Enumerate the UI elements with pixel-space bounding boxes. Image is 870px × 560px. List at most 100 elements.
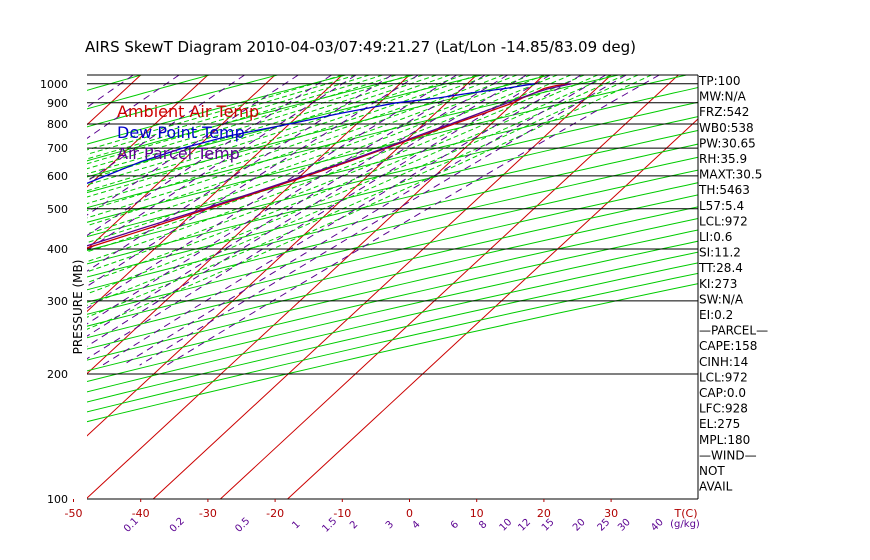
isobar-lines <box>87 83 698 500</box>
moist-adiabat-line <box>87 75 639 318</box>
stat-line: RH:35.9 <box>699 152 747 166</box>
isotherm-line <box>87 75 209 188</box>
isotherm-line <box>220 75 679 499</box>
moist-adiabat-line <box>87 75 531 235</box>
series-line-1 <box>87 83 572 249</box>
dry-adiabat-line <box>87 75 346 145</box>
bottom-temp-tick-label: 0 <box>406 507 413 520</box>
moist-adiabat-line <box>87 75 585 273</box>
moist-adiabat-line <box>87 75 545 244</box>
mixing-ratio-line <box>87 75 419 287</box>
pressure-tick-label: 300 <box>47 295 68 308</box>
stat-line: EL:275 <box>699 417 740 431</box>
stat-line: SI:11.2 <box>699 246 741 260</box>
stat-line: LFC:928 <box>699 402 748 416</box>
moist-adiabat-line <box>87 75 477 205</box>
mixing-ratio-tick-label: 3 <box>384 519 396 531</box>
stat-line: MW:N/A <box>699 90 747 104</box>
moist-adiabat-line <box>87 75 370 160</box>
dry-adiabat-line <box>87 262 698 403</box>
bottom-temp-tick-label: 30 <box>604 507 618 520</box>
dry-adiabat-line <box>87 75 551 194</box>
mixing-ratio-line <box>102 75 582 366</box>
mixing-ratio-line <box>87 75 527 347</box>
mixing-ratio-tick-label: 20 <box>571 517 588 534</box>
mixing-ratio-tick-label: 2 <box>348 519 360 531</box>
mixing-ratio-line <box>122 75 607 366</box>
mixing-ratio-tick-label: 0.2 <box>168 516 187 535</box>
moist-adiabat-line <box>87 75 518 227</box>
bottom-temp-tick-label: -40 <box>132 507 150 520</box>
mixing-ratio-tick-label: 12 <box>516 517 533 534</box>
pressure-tick-label: 600 <box>47 170 68 183</box>
moist-adiabat-line <box>87 75 558 253</box>
profile-lines <box>87 83 572 249</box>
stat-section-header: —PARCEL— <box>699 324 768 338</box>
dry-adiabat-line <box>87 156 698 303</box>
stat-line: AVAIL <box>699 480 733 494</box>
moist-adiabat-line <box>87 75 343 151</box>
stat-line: CAPE:158 <box>699 339 757 353</box>
dry-adiabat-line <box>87 75 414 162</box>
stat-line: LCL:972 <box>699 370 748 384</box>
mixing-ratio-line <box>87 75 508 337</box>
chart-title: AIRS SkewT Diagram 2010-04-03/07:49:21.2… <box>85 38 636 56</box>
mixing-ratio-tick-label: 4 <box>410 519 422 531</box>
dry-adiabat-line <box>87 206 698 350</box>
mixing-ratio-tick-label: 10 <box>498 517 515 534</box>
dry-adiabat-line <box>87 129 698 278</box>
isotherm-line <box>87 75 410 375</box>
dry-adiabat-line <box>87 218 698 361</box>
temperature-axis-label: T(C) <box>674 507 698 520</box>
mixing-ratio-line <box>87 75 332 237</box>
stat-line: TT:28.4 <box>698 261 743 275</box>
moist-adiabat-line <box>87 75 397 170</box>
mixing-ratio-line <box>139 75 627 366</box>
stat-line: LI:0.6 <box>699 230 732 244</box>
stat-line: PW:30.65 <box>699 136 756 150</box>
stat-line: EI:0.2 <box>699 308 733 322</box>
legend-entry-3: Air Parcel Temp <box>117 144 240 163</box>
bottom-temp-tick-label: 10 <box>470 507 484 520</box>
dry-adiabat-line <box>87 75 619 209</box>
mixing-ratio-tick-label: 6 <box>449 519 461 531</box>
isotherm-line <box>152 75 612 499</box>
isotherm-line <box>0 75 74 499</box>
moist-adiabat-line <box>87 75 504 219</box>
moist-adiabat-line <box>87 75 491 212</box>
moist-adiabat-line <box>87 75 571 263</box>
stat-line: TH:5463 <box>698 183 750 197</box>
stat-line: MPL:180 <box>699 433 750 447</box>
dry-adiabat-line <box>87 229 698 372</box>
mixing-ratio-tick-label: 40 <box>649 517 666 534</box>
mixing-ratio-line <box>87 75 393 272</box>
dry-adiabat-line <box>87 240 698 383</box>
stat-line: LCL:972 <box>699 214 748 228</box>
bottom-temp-tick-label: -30 <box>199 507 217 520</box>
moist-adiabat-line <box>87 75 464 198</box>
series-line-2 <box>87 83 535 185</box>
legend: Ambient Air Temp Dew Point Temp Air Parcel… <box>117 102 259 163</box>
moist-adiabat-line <box>87 75 437 186</box>
stat-line: FRZ:542 <box>699 105 749 119</box>
mixing-ratio-tick-label: 8 <box>477 519 489 531</box>
dry-adiabat-line <box>87 87 698 238</box>
mixing-ratio-line <box>87 75 357 251</box>
stat-section-header: —WIND— <box>699 448 757 462</box>
dry-adiabat-line <box>87 272 698 413</box>
mixing-ratio-line <box>87 75 486 325</box>
grid-lines <box>0 75 698 499</box>
stat-line: WB0:538 <box>699 121 754 135</box>
stat-line: KI:273 <box>699 277 737 291</box>
pressure-tick-label: 800 <box>47 118 68 131</box>
bottom-temp-tick-label: -20 <box>266 507 284 520</box>
stat-line: CINH:14 <box>699 355 748 369</box>
legend-entry-1: Ambient Air Temp <box>117 102 259 121</box>
bottom-temp-tick-label: -50 <box>65 507 83 520</box>
stat-line: L57:5.4 <box>699 199 744 213</box>
moist-adiabat-line <box>87 75 356 155</box>
moist-adiabat-line <box>87 75 625 306</box>
y-axis-title: PRESSURE (MB) <box>71 260 85 355</box>
